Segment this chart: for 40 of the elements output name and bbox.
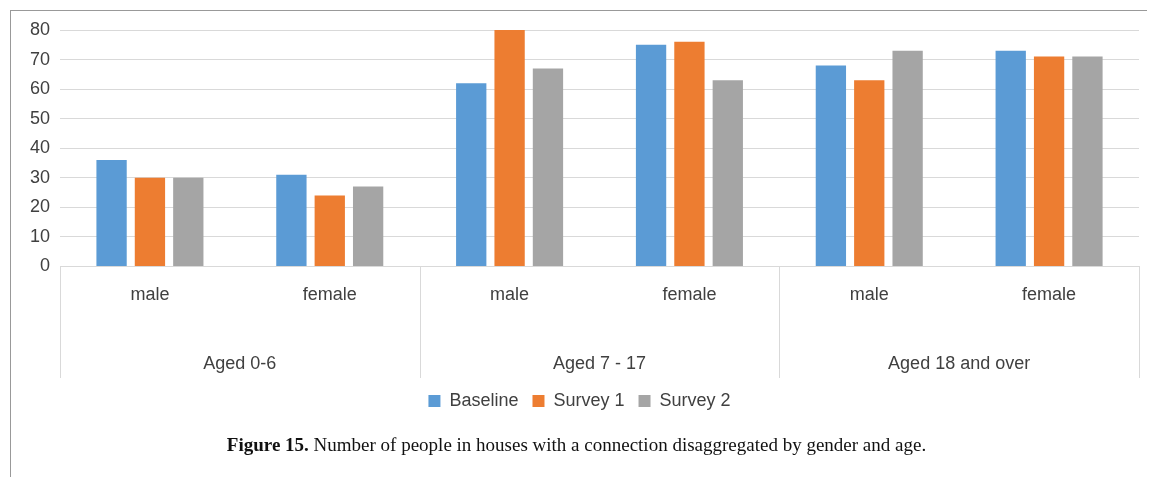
y-tick-label: 70: [29, 48, 51, 69]
bar: [532, 68, 564, 266]
bar: [352, 186, 384, 266]
text: Aged 0-6: [203, 352, 277, 373]
bar: [1072, 56, 1103, 266]
legend-label: Survey 1: [553, 389, 625, 410]
bar: [494, 30, 525, 266]
y-tick-label: 10: [29, 225, 51, 246]
y-tick-label: 40: [29, 137, 51, 158]
x-tick-label: female: [1022, 284, 1077, 305]
y-tick-label: 60: [29, 78, 51, 99]
bar: [674, 41, 705, 266]
bar: [96, 160, 127, 266]
bar: [854, 80, 885, 266]
bar: [995, 50, 1026, 266]
bar: [276, 174, 307, 266]
legend-label: Baseline: [449, 389, 519, 410]
bar: [815, 65, 847, 266]
y-tick-label: 50: [29, 107, 51, 128]
x-tick-label: female: [302, 284, 357, 305]
y-tick-label: 20: [29, 196, 51, 217]
x-tick-label: male: [490, 284, 530, 305]
text: Aged 7 - 17: [552, 352, 647, 373]
bar: [134, 177, 166, 266]
x-tick-label: male: [130, 284, 170, 305]
text: Figure 15. Number of people in houses with a connection disaggregated by gender and age.: [225, 434, 928, 456]
bar: [635, 44, 667, 266]
bar: [1033, 56, 1065, 266]
x-tick-label: female: [662, 284, 717, 305]
legend-label: Survey 2: [659, 389, 731, 410]
bar: [314, 195, 345, 266]
bar: [173, 177, 204, 266]
y-tick-label: 80: [29, 18, 51, 39]
bar: [456, 83, 487, 266]
y-tick-label: 30: [29, 166, 51, 187]
bar: [892, 50, 923, 266]
bar: [712, 80, 743, 266]
x-tick-label: male: [849, 284, 889, 305]
text: Aged 18 and over: [888, 352, 1031, 373]
y-tick-label: 0: [40, 255, 51, 276]
